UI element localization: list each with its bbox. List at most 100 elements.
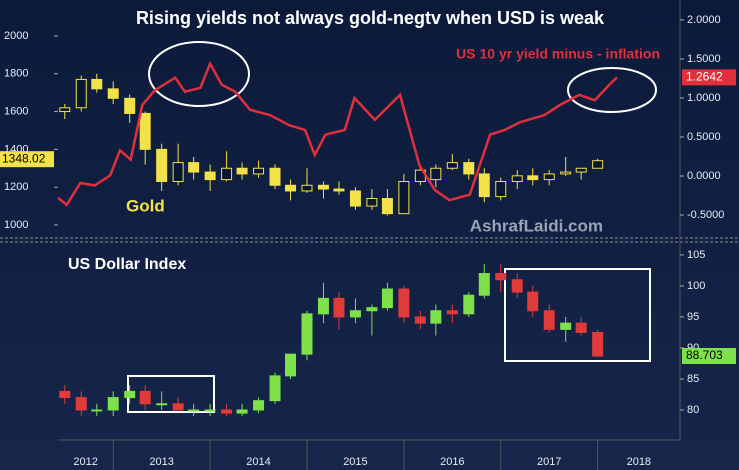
candle-body [592, 331, 604, 357]
candle-body [107, 88, 119, 99]
candle-body [139, 390, 151, 405]
candle-body [221, 409, 233, 414]
last-value-box [682, 69, 736, 86]
x-tick-label: 2016 [440, 456, 464, 468]
x-tick-label: 2014 [246, 456, 270, 468]
y2-tick-label: -0.5000 [687, 209, 724, 221]
candle-body [91, 78, 103, 90]
candle-body [430, 310, 442, 324]
y-tick-label: 1200 [4, 181, 28, 193]
candle-body [381, 288, 393, 309]
y2-tick-label: 0.0000 [687, 170, 721, 182]
last-value-box [682, 348, 736, 365]
candle-body [527, 291, 539, 312]
candle-body [253, 167, 265, 175]
candle-body [285, 184, 297, 192]
x-tick-label: 2015 [343, 456, 367, 468]
candle-body [317, 184, 329, 190]
candle-body [495, 180, 507, 198]
candle-body [381, 198, 393, 215]
candle-body [156, 148, 168, 182]
candle-body [575, 167, 587, 173]
candle-body [204, 171, 216, 181]
last-value-label: 88.703 [686, 348, 723, 362]
watermark: AshrafLaidi.com [470, 216, 603, 235]
y-tick-label: 100 [687, 280, 705, 292]
candle-body [59, 390, 71, 399]
candle-body [511, 279, 523, 293]
last-value-label: 1348.02 [2, 151, 46, 165]
candle-body [75, 78, 87, 109]
candle-body [333, 297, 345, 318]
candle-body [478, 273, 490, 296]
candle-body [188, 409, 200, 412]
candle-body [236, 409, 248, 414]
y2-tick-label: 1.5000 [687, 53, 721, 65]
candle-body [269, 375, 281, 402]
candle-body [511, 175, 523, 182]
candle-body [463, 294, 475, 315]
candle-body [156, 403, 168, 406]
candle-body [236, 167, 248, 175]
candle-body [204, 409, 216, 412]
candle-body [366, 307, 378, 312]
y-tick-label: 95 [687, 311, 699, 323]
candle-body [75, 397, 87, 411]
candle-body [414, 316, 426, 324]
candle-body [463, 162, 475, 175]
x-tick-label: 2018 [627, 456, 651, 468]
candle-body [560, 322, 572, 330]
series-label: Gold [126, 196, 165, 215]
candle-body [221, 167, 233, 181]
candle-body [253, 400, 265, 411]
y-tick-label: 105 [687, 249, 705, 261]
highlight-ellipse [148, 41, 250, 107]
y2-tick-label: 2.0000 [687, 14, 721, 26]
candle-body [124, 390, 136, 399]
y-tick-label: 85 [687, 373, 699, 385]
candle-body [139, 112, 151, 150]
candle-body [301, 184, 313, 192]
candle-body [575, 322, 587, 333]
y-tick-label: 1000 [4, 219, 28, 231]
candle-body [285, 353, 297, 377]
y-tick-label: 2000 [4, 30, 28, 42]
highlight-box [504, 268, 651, 362]
candle-body [543, 310, 555, 330]
x-tick-label: 2012 [73, 456, 97, 468]
y-tick-label: 80 [687, 404, 699, 416]
candle-body [349, 310, 361, 318]
candle-body [495, 273, 507, 281]
highlight-ellipse [567, 67, 657, 113]
chart-title: Rising yields not always gold-negtv when… [136, 8, 605, 28]
last-value-box [0, 151, 54, 168]
candle-body [301, 313, 313, 355]
candle-body [543, 173, 555, 181]
candle-body [398, 180, 410, 215]
candle-body [366, 198, 378, 207]
y-tick-label: 1800 [4, 68, 28, 80]
candle-body [446, 162, 458, 169]
candle-body [430, 167, 442, 181]
candle-body [478, 173, 490, 198]
candle-body [333, 188, 345, 192]
x-tick-label: 2013 [149, 456, 173, 468]
x-tick-label: 2017 [537, 456, 561, 468]
candle-body [527, 175, 539, 181]
candle-body [172, 162, 184, 182]
candle-body [349, 190, 361, 207]
y2-tick-label: 0.5000 [687, 131, 721, 143]
candle-body [592, 160, 604, 169]
candle-body [107, 397, 119, 411]
candle-body [124, 97, 136, 114]
candle-body [398, 288, 410, 318]
panel-title: US Dollar Index [68, 256, 186, 273]
candle-body [59, 107, 71, 113]
yield-line [57, 60, 618, 207]
candle-body [446, 310, 458, 315]
legend-label: US 10 yr yield minus - inflation [456, 46, 660, 62]
candle-body [188, 162, 200, 173]
candle-body [269, 167, 281, 186]
candle-body [317, 297, 329, 315]
